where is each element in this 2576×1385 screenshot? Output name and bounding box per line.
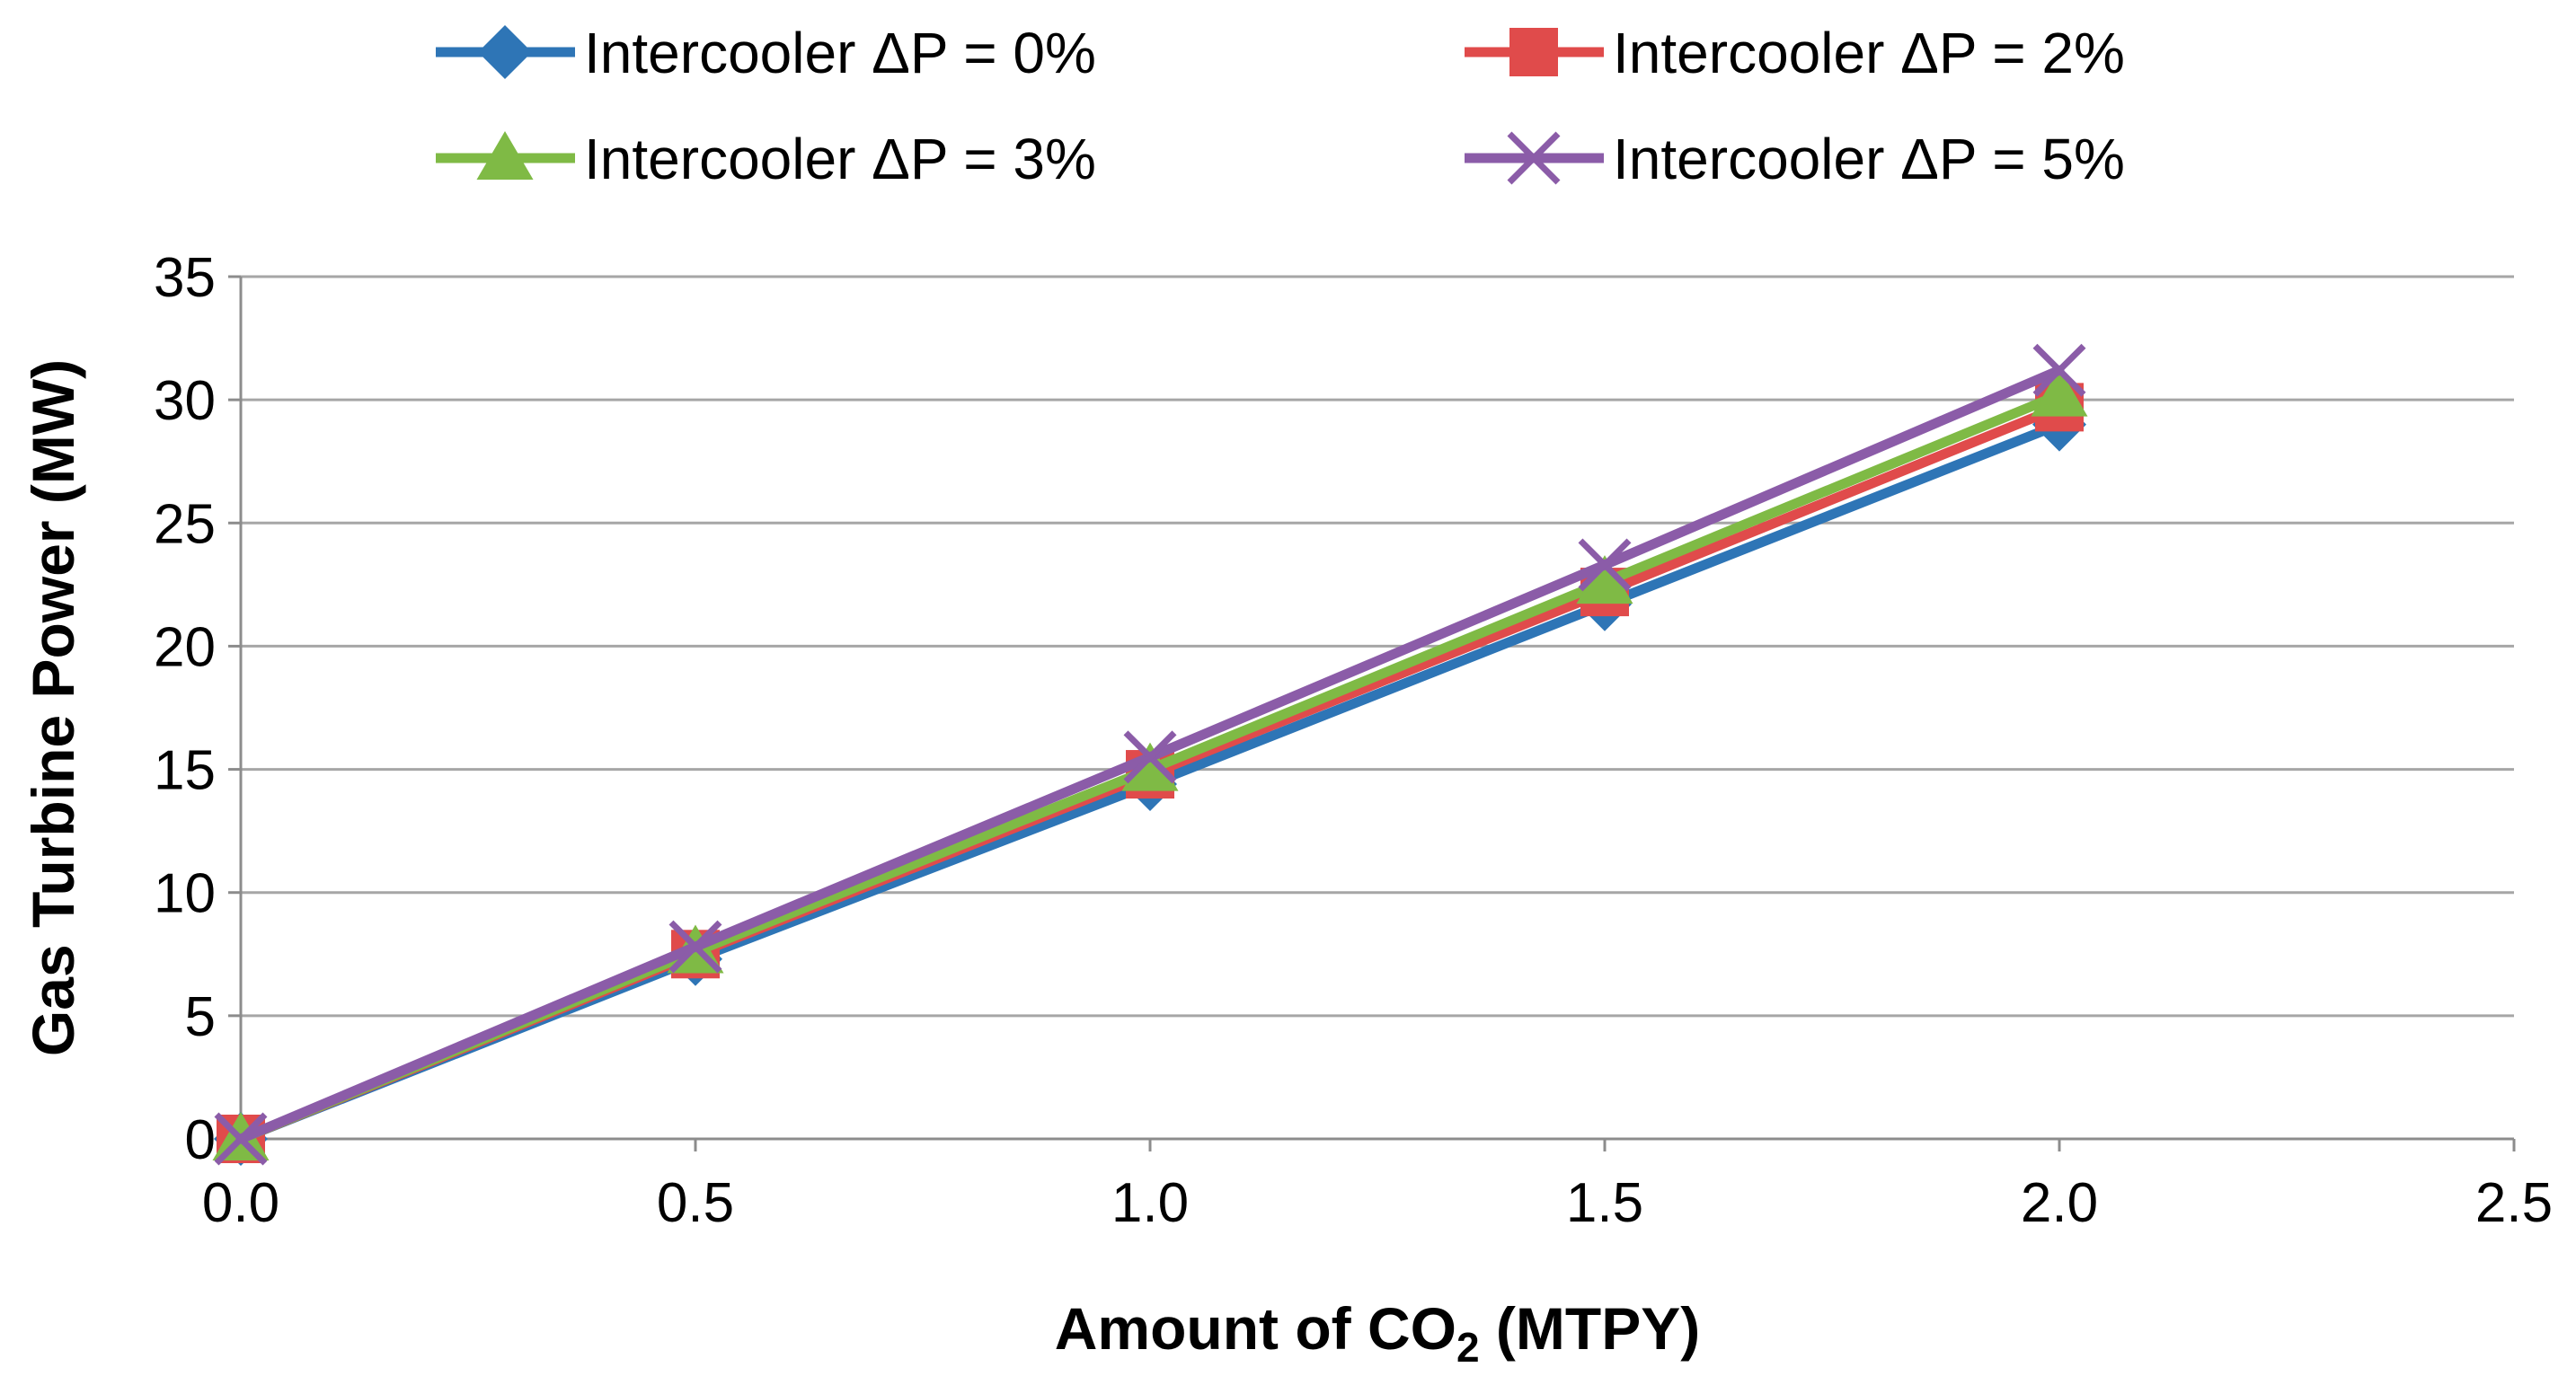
legend-label: Intercooler ΔP = 3% [584,127,1096,191]
y-tick-label: 20 [154,616,216,678]
legend: Intercooler ΔP = 0% Intercooler ΔP = 2% In… [436,21,2125,191]
y-tick-label: 5 [185,986,216,1048]
x-marker-stroke [1507,131,1561,185]
x-tick-label: 2.0 [2021,1172,2098,1234]
data-point-x [668,920,722,974]
x-marker-stroke [1578,538,1632,592]
gridlines [241,275,2514,1018]
x-axis-title: Amount of CO2 (MTPY) [1055,1295,1700,1371]
data-point-x [2032,343,2086,397]
y-tick-label: 10 [154,863,216,925]
data-point-triangle [2031,367,2088,417]
legend-item: Intercooler ΔP = 0% [436,21,1096,85]
legend-label: Intercooler ΔP = 5% [1613,127,2125,191]
legend-item: Intercooler ΔP = 2% [1465,21,2125,85]
data-point-triangle [476,131,534,180]
x-tick-label: 1.0 [1111,1172,1189,1234]
x-marker-stroke [1123,730,1177,784]
data-point-x [1507,131,1561,185]
x-axis-title-main: Amount of CO [1055,1295,1456,1362]
data-point-x [214,1112,268,1166]
x-marker-stroke [214,1112,268,1166]
x-tick-label: 0.0 [202,1172,279,1234]
data-point-diamond [478,25,532,79]
series-layer [212,343,2088,1166]
data-point-x [1578,538,1632,592]
legend-label: Intercooler ΔP = 0% [584,21,1096,85]
x-marker-stroke [668,920,722,974]
legend-item: Intercooler ΔP = 5% [1465,127,2125,191]
x-tick-label: 1.5 [1566,1172,1643,1234]
data-point-triangle [1576,555,1633,604]
data-point-square [1509,28,1558,76]
x-axis-title-suffix: (MTPY) [1480,1295,1701,1362]
axes: 0 5 10 15 20 25 30 35 0.0 0.5 1.0 1.5 2.0 2.5 [154,247,2553,1234]
x-tick-label: 0.5 [657,1172,734,1234]
series-x [214,343,2086,1166]
x-marker-stroke [2032,343,2086,397]
data-point-x [1123,730,1177,784]
y-tick-label: 25 [154,493,216,555]
legend-label: Intercooler ΔP = 2% [1613,21,2125,85]
y-tick-label: 30 [154,370,216,432]
y-tick-label: 0 [185,1109,216,1171]
y-axis-title: Gas Turbine Power (MW) [20,359,86,1056]
x-tick-label: 2.5 [2475,1172,2553,1234]
y-tick-label: 35 [154,247,216,309]
legend-item: Intercooler ΔP = 3% [436,127,1096,191]
y-tick-label: 15 [154,740,216,802]
x-axis-title-subscript: 2 [1456,1324,1480,1371]
data-point-triangle [1121,742,1179,791]
